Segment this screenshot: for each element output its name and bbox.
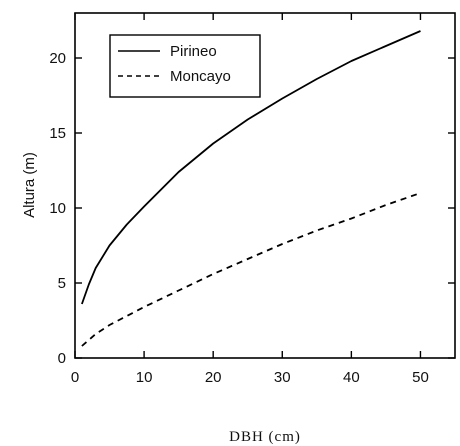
plot-frame xyxy=(74,12,456,359)
y-tick-label: 10 xyxy=(49,200,66,217)
x-axis-label: DBH (cm) xyxy=(229,429,301,445)
x-tick-label: 30 xyxy=(274,369,291,386)
series-line-pirineo xyxy=(81,30,421,305)
y-tick-label: 20 xyxy=(49,50,66,67)
x-tick-label: 0 xyxy=(71,369,79,386)
y-tick-label: 15 xyxy=(49,125,66,142)
x-tick-label: 50 xyxy=(412,369,429,386)
y-tick-label: 5 xyxy=(58,275,66,292)
legend-box xyxy=(109,34,261,98)
x-tick-label: 40 xyxy=(343,369,360,386)
x-tick-labels: 0 10 20 30 40 50 xyxy=(71,369,429,386)
x-tick-label: 10 xyxy=(136,369,153,386)
y-tick-labels: 0 5 10 15 20 xyxy=(49,50,66,367)
legend: Pirineo Moncayo xyxy=(109,34,261,98)
series-lines xyxy=(81,30,421,347)
legend-label-pirineo: Pirineo xyxy=(170,43,217,60)
series-line-moncayo xyxy=(81,192,421,347)
legend-label-moncayo: Moncayo xyxy=(170,68,231,85)
y-axis-label: Altura (m) xyxy=(21,152,38,218)
axis-ticks xyxy=(74,13,455,359)
x-tick-label: 20 xyxy=(205,369,222,386)
y-tick-label: 0 xyxy=(58,350,66,367)
